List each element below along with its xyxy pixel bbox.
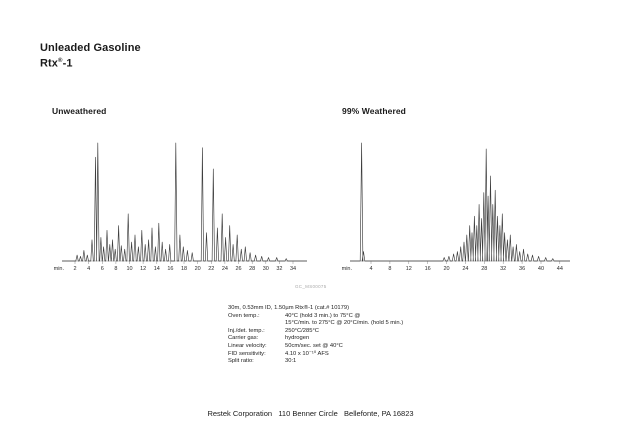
x-tick-label: 14 [153, 266, 160, 272]
x-axis-labels-unweathered: min. 2 4 6 8 10 12 14 16 18 20 22 24 26 28 30 32 34 [54, 266, 307, 274]
footer-address: Restek Corporation 110 Benner Circle Bel… [207, 409, 414, 418]
condition-value: 40°C (hold 3 min.) to 75°C @ 15°C/min. t… [285, 312, 404, 327]
x-tick-label: 36 [519, 266, 526, 272]
x-tick-label: 24 [462, 266, 469, 272]
column-name: Rtx®-1 [40, 55, 141, 71]
x-tick-label: 22 [208, 266, 215, 272]
chromatogram-label-unweathered: Unweathered [52, 106, 107, 116]
condition-label: Inj./det. temp.: [228, 327, 265, 334]
x-tick-label: 10 [126, 266, 133, 272]
condition-value: 250°C/285°C [285, 327, 319, 334]
x-tick-label: 20 [194, 266, 201, 272]
x-axis-line [350, 260, 570, 264]
axis-unit-label: min. [341, 266, 352, 272]
column-description: 30m, 0.53mm ID, 1.50µm Rtx®-1 (cat.# 101… [228, 305, 350, 311]
chromatogram-weathered [350, 142, 570, 264]
x-tick-label: 44 [556, 266, 563, 272]
figure-title: Unleaded Gasoline Rtx®-1 [40, 42, 141, 71]
x-tick-label: 12 [405, 266, 412, 272]
x-tick-label: 40 [537, 266, 545, 272]
column-name-suffix: -1 [62, 57, 73, 70]
x-tick-label: 16 [167, 266, 174, 272]
registered-trademark-symbol: ® [58, 58, 63, 64]
chromatogram-unweathered [62, 142, 307, 264]
x-tick-label: 26 [235, 266, 242, 272]
x-tick-label: 6 [100, 266, 104, 272]
x-tick-label: 2 [73, 266, 77, 272]
condition-label: Carrier gas: [228, 335, 259, 342]
x-tick-label: 4 [369, 266, 373, 272]
analytical-conditions: 30m, 0.53mm ID, 1.50µm Rtx®-1 (cat.# 101… [228, 305, 403, 366]
x-tick-label: 28 [249, 266, 256, 272]
chromatogram-label-weathered: 99% Weathered [342, 106, 406, 116]
chromatogram-trace [62, 142, 307, 262]
condition-value: 30:1 [285, 358, 297, 365]
x-tick-label: 4 [87, 266, 91, 272]
condition-label: FID sensitivity: [228, 350, 266, 357]
x-tick-label: 32 [276, 266, 283, 272]
condition-label: Oven temp.: [228, 312, 260, 319]
x-tick-label: 24 [221, 266, 228, 272]
x-tick-label: 34 [289, 266, 297, 272]
condition-value: hydrogen [285, 335, 310, 342]
x-tick-label: 30 [262, 266, 269, 272]
sample-name: Unleaded Gasoline [40, 42, 141, 54]
x-tick-label: 8 [388, 266, 392, 272]
condition-value: 4.10 x 10⁻¹⁰ AFS [285, 350, 329, 357]
x-tick-label: 8 [114, 266, 118, 272]
x-axis-line [62, 260, 307, 264]
condition-label: Split ratio: [228, 358, 254, 365]
conditions-table: Oven temp.: 40°C (hold 3 min.) to 75°C @ … [228, 313, 403, 366]
x-tick-label: 12 [140, 266, 147, 272]
condition-label: Linear velocity: [228, 342, 267, 349]
x-axis-labels-weathered: min. 4 8 12 16 20 24 28 32 36 40 44 [342, 266, 570, 274]
chromatogram-trace [350, 142, 570, 262]
x-tick-label: 18 [180, 266, 188, 272]
x-tick-label: 32 [500, 266, 507, 272]
condition-value: 50cm/sec. set @ 40°C [285, 342, 343, 349]
x-tick-label: 28 [481, 266, 488, 272]
column-name-text: Rtx [40, 57, 59, 70]
x-tick-label: 20 [443, 266, 450, 272]
axis-unit-label: min. [53, 266, 64, 272]
footer: Restek Corporation 110 Benner Circle Bel… [0, 386, 621, 434]
x-tick-label: 16 [424, 266, 431, 272]
figure-id: GC_MS00075 [295, 284, 327, 289]
